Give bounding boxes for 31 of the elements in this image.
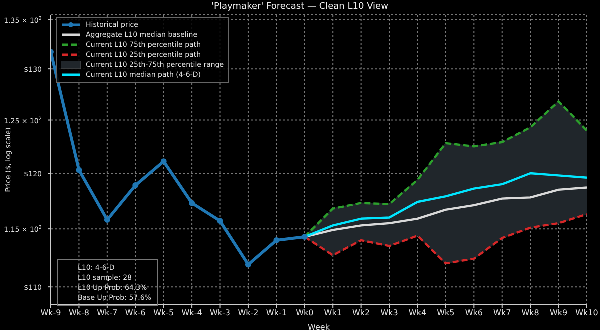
x-tick-label: Wk-2 [238,308,259,318]
x-tick-label: Wk5 [437,308,455,318]
x-axis-title: Week [308,323,330,330]
point [160,158,167,165]
point [104,217,110,224]
x-tick-label: Wk9 [550,308,568,318]
point [302,234,308,240]
x-tick-label: Wk-9 [40,308,62,318]
x-tick-label: Wk-4 [182,308,202,318]
x-tick-label: Wk10 [576,308,598,318]
x-tick-label: Wk2 [352,308,370,318]
x-tick-label: Wk-1 [266,308,287,318]
point [274,237,280,244]
x-tick-label: Wk7 [494,308,512,318]
point [189,200,196,206]
x-tick-label: Wk1 [324,308,342,318]
point [245,262,252,268]
x-tick-label: Wk-5 [154,308,174,318]
point [217,218,224,224]
x-tick-label: Wk3 [380,308,398,318]
x-tick-label: Wk0 [296,308,314,318]
x-tick-label: Wk-6 [125,308,146,318]
x-tick-label: Wk-8 [68,308,90,318]
x-tick-label: Wk4 [408,308,427,318]
x-tick-label: Wk-3 [210,308,231,318]
point [76,167,82,174]
chart-title: 'Playmaker' Forecast — Clean L10 View [210,2,390,12]
x-tick-label: Wk-7 [97,308,118,318]
x-tick-label: Wk6 [465,308,483,318]
x-tick-label: Wk8 [522,308,540,318]
point [132,182,139,189]
